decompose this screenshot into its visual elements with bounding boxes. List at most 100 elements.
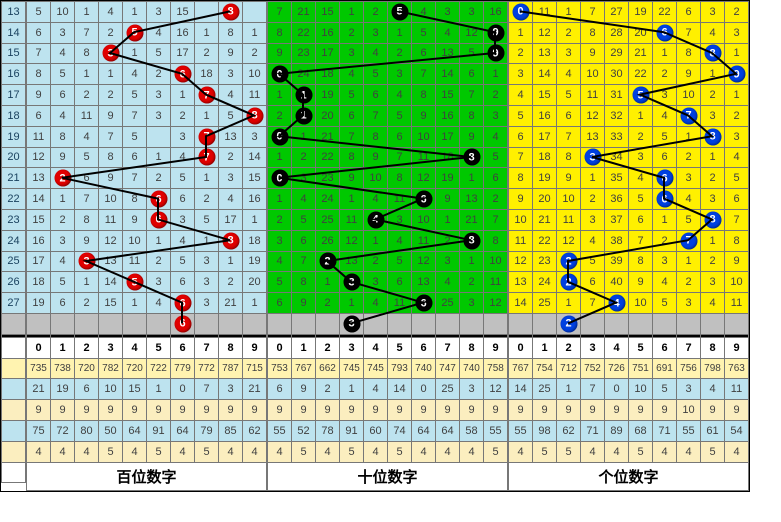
trend-cell: 19 — [436, 168, 460, 189]
digit-header: 7 — [195, 337, 219, 358]
trend-cell: 1 — [147, 230, 171, 251]
trend-cell: 8 — [725, 230, 749, 251]
trend-cell: 7 — [99, 126, 123, 147]
stat-cell: 752 — [581, 358, 605, 379]
trend-cell: 2 — [364, 2, 388, 23]
stat-cell: 4 — [268, 441, 292, 462]
section-u: 0111727192263211228282067432133929211881… — [508, 1, 749, 491]
digit-header: 8 — [701, 337, 725, 358]
trend-cell: 1 — [243, 209, 267, 230]
trend-cell: 3 — [677, 293, 701, 314]
stat-cell: 9 — [123, 400, 147, 421]
trend-cell: 6 — [123, 147, 147, 168]
trend-cell: 2 — [75, 85, 99, 106]
trend-cell: 12 — [484, 293, 508, 314]
stat-cell: 4 — [677, 441, 701, 462]
trend-cell: 25 — [436, 293, 460, 314]
trend-cell: 15 — [27, 209, 51, 230]
trend-cell: 8 — [388, 168, 412, 189]
trend-cell: 11 — [412, 230, 436, 251]
trend-cell: 1 — [123, 2, 147, 23]
period-label: 22 — [2, 189, 26, 210]
trend-cell: 2 — [75, 293, 99, 314]
stat-cell: 5 — [701, 441, 725, 462]
trend-cell: 8 — [364, 126, 388, 147]
trend-cell: 6 — [171, 272, 195, 293]
trend-cell: 10 — [725, 272, 749, 293]
trend-cell: 1 — [701, 230, 725, 251]
trend-cell: 7 — [412, 64, 436, 85]
trend-cell: 1 — [171, 85, 195, 106]
trend-cell: 6 — [51, 293, 75, 314]
stat-cell: 9 — [292, 379, 316, 400]
trend-cell: 9 — [51, 147, 75, 168]
trend-cell: 17 — [436, 126, 460, 147]
trend-cell: 5 — [725, 168, 749, 189]
stat-cell: 71 — [653, 420, 677, 441]
stat-cell: 5 — [557, 441, 581, 462]
trend-cell: 7 — [388, 147, 412, 168]
trend-cell: 8 — [268, 22, 292, 43]
trend-cell: 7 — [340, 126, 364, 147]
stat-cell: 4 — [460, 441, 484, 462]
trend-cell: 4 — [51, 105, 75, 126]
trend-cell: 12 — [412, 251, 436, 272]
trend-cell: 8 — [123, 189, 147, 210]
trend-cell: 7 — [195, 85, 219, 106]
trend-ball: 9 — [728, 66, 745, 83]
stat-cell: 4 — [171, 441, 195, 462]
trend-cell: 6 — [75, 168, 99, 189]
trend-ball: 6 — [415, 191, 432, 208]
trend-cell: 25 — [316, 209, 340, 230]
trend-cell: 6 — [171, 189, 195, 210]
stat-cell: 14 — [509, 379, 533, 400]
digit-header: 3 — [340, 337, 364, 358]
trend-cell: 8 — [701, 209, 725, 230]
trend-ball: 5 — [126, 274, 143, 291]
stat-cell: 1 — [340, 379, 364, 400]
stat-cell: 4 — [243, 441, 267, 462]
trend-cell: 7 — [677, 230, 701, 251]
trend-cell: 1 — [653, 43, 677, 64]
trend-cell: 3 — [436, 2, 460, 23]
trend-cell: 9 — [484, 43, 508, 64]
trend-ball: 6 — [415, 295, 432, 312]
trend-cell: 4 — [677, 189, 701, 210]
trend-cell: 25 — [533, 293, 557, 314]
trend-ball: 6 — [174, 66, 191, 83]
stat-cell: 738 — [51, 358, 75, 379]
trend-cell: 11 — [484, 272, 508, 293]
trend-cell: 0 — [268, 168, 292, 189]
trend-cell: 3 — [147, 272, 171, 293]
trend-cell: 3 — [701, 2, 725, 23]
stat-cell: 5 — [484, 441, 508, 462]
trend-ball: 2 — [54, 170, 71, 187]
trend-cell: 4 — [581, 230, 605, 251]
trend-cell: 3 — [701, 105, 725, 126]
trend-cell: 7 — [557, 126, 581, 147]
trend-cell: 4 — [340, 64, 364, 85]
stat-cell: 1 — [147, 379, 171, 400]
stat-cell: 9 — [340, 400, 364, 421]
trend-cell: 11 — [27, 126, 51, 147]
trend-ball: 2 — [560, 253, 577, 270]
digit-header: 9 — [243, 337, 267, 358]
trend-cell: 34 — [605, 147, 629, 168]
trend-cell: 1 — [364, 230, 388, 251]
trend-cell — [147, 126, 171, 147]
stat-cell: 54 — [725, 420, 749, 441]
stat-cell: 55 — [268, 420, 292, 441]
stat-cell: 71 — [581, 420, 605, 441]
digit-header: 0 — [509, 337, 533, 358]
trend-cell: 4 — [701, 293, 725, 314]
trend-cell: 6 — [147, 189, 171, 210]
trend-cell: 7 — [75, 22, 99, 43]
stat-cell: 19 — [51, 379, 75, 400]
stat-cell: 5 — [533, 441, 557, 462]
trend-cell: 27 — [605, 2, 629, 23]
trend-cell: 10 — [581, 64, 605, 85]
stat-cell: 4 — [605, 441, 629, 462]
trend-cell: 1 — [75, 272, 99, 293]
trend-cell: 9 — [75, 230, 99, 251]
stat-cell: 758 — [484, 358, 508, 379]
